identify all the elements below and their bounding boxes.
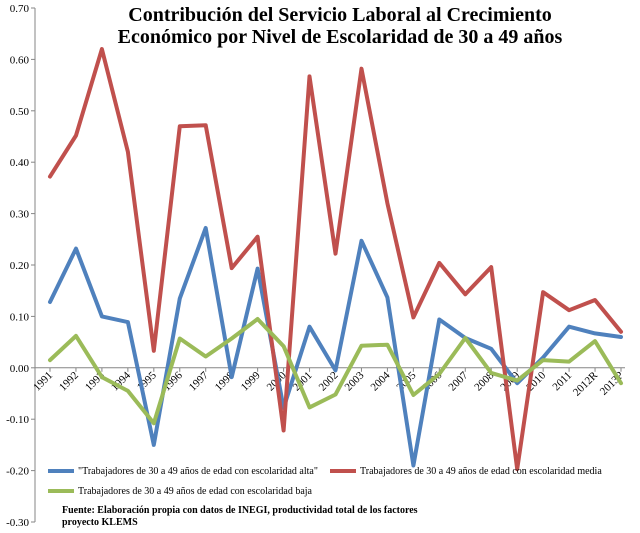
chart-title: Contribución del Servicio Laboral al Cre… [128, 4, 552, 26]
source-note-line1: Fuente: Elaboración propia con datos de … [62, 505, 418, 516]
y-tick-label: -0.30 [6, 517, 29, 529]
x-tick-label: 1992 [57, 369, 81, 393]
y-tick-label: 0.40 [10, 157, 30, 169]
legend-label: "Trabajadores de 30 a 49 años de edad co… [78, 466, 318, 477]
x-tick-label: 2004 [368, 369, 392, 393]
y-tick-label: 0.70 [10, 3, 30, 15]
x-tick-label: 1997 [187, 369, 211, 393]
y-tick-label: 0.10 [10, 311, 30, 323]
y-tick-label: 0.00 [10, 363, 30, 375]
x-tick-label: 2007 [446, 369, 470, 393]
y-tick-label: 0.60 [10, 54, 30, 66]
x-tick-label: 1999 [239, 369, 263, 393]
y-tick-label: -0.20 [6, 466, 29, 478]
chart-subtitle: Económico por Nivel de Escolaridad de 30… [117, 26, 563, 48]
y-tick-label: 0.50 [10, 106, 30, 118]
y-tick-label: 0.20 [10, 260, 30, 272]
x-tick-label: 2012R [571, 369, 601, 399]
source-note-line2: proyecto KLEMS [62, 517, 138, 528]
legend-label: Trabajadores de 30 a 49 años de edad con… [78, 486, 313, 497]
y-tick-label: -0.10 [6, 414, 29, 426]
y-tick-label: 0.30 [10, 209, 30, 221]
chart-title-block: Contribución del Servicio Laboral al Cre… [40, 4, 640, 48]
x-tick-label: 1993 [83, 369, 107, 393]
series-line-1 [48, 47, 623, 472]
legend-label: Trabajadores de 30 a 49 años de edad con… [360, 466, 602, 477]
